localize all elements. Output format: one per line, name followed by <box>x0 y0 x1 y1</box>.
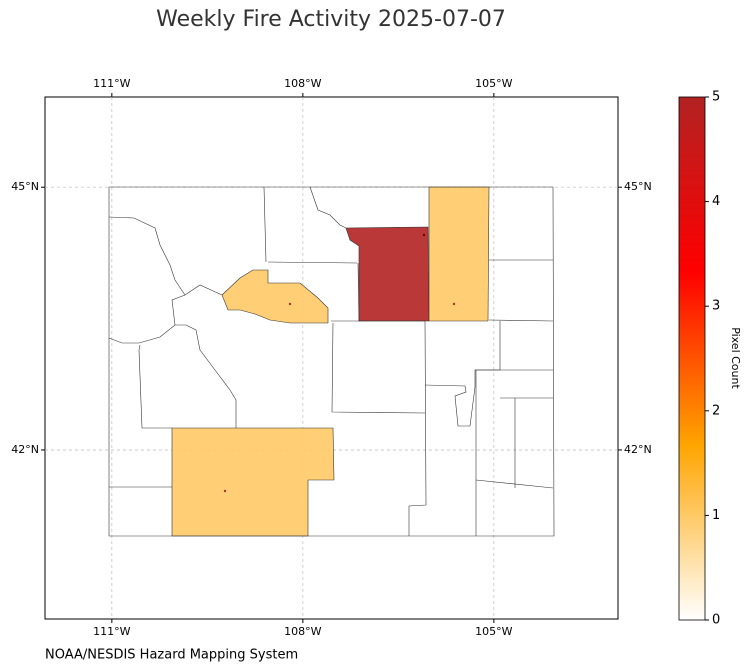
colorbar-tick-label: 3 <box>712 299 720 314</box>
chart-title: Weekly Fire Activity 2025-07-07 <box>156 7 506 32</box>
county-line <box>408 320 427 536</box>
x-tick-label: 105°W <box>475 77 512 90</box>
colorbar <box>678 96 706 621</box>
y-tick-label: 45°N <box>11 180 39 193</box>
colorbar-tick-label: 5 <box>712 90 720 105</box>
fire-points <box>223 233 456 493</box>
state-outline <box>108 186 555 537</box>
x-tick-label: 108°W <box>284 625 321 638</box>
county-line <box>488 319 554 322</box>
county-line <box>331 322 426 414</box>
colorbar-tick-label: 0 <box>712 613 720 628</box>
source-note: NOAA/NESDIS Hazard Mapping System <box>45 648 298 663</box>
fire-counties <box>171 186 490 537</box>
colorbar-label: Pixel Count <box>729 327 742 389</box>
y-tick-label: 42°N <box>11 443 39 456</box>
county-line <box>357 262 360 322</box>
x-tick-label: 111°W <box>93 77 130 90</box>
x-tick-label: 105°W <box>475 625 512 638</box>
county-line <box>108 324 237 428</box>
x-tick-label: 108°W <box>284 77 321 90</box>
county-line <box>475 479 554 489</box>
fire-point <box>223 489 227 493</box>
county-lines <box>108 186 555 537</box>
colorbar-tick-label: 4 <box>712 194 720 209</box>
fire-point <box>452 302 456 306</box>
grid <box>45 97 618 619</box>
y-tick-label: 45°N <box>624 180 652 193</box>
y-tick-label: 42°N <box>624 443 652 456</box>
county-line <box>138 344 172 429</box>
x-tick-label: 111°W <box>93 625 130 638</box>
county-line <box>309 186 347 229</box>
fire-point <box>422 233 426 237</box>
county-line <box>424 321 501 427</box>
map-frame <box>44 96 619 620</box>
county-line <box>263 186 267 263</box>
county-line <box>267 261 358 264</box>
county-line <box>171 294 186 326</box>
county-line <box>108 216 223 296</box>
county-fill <box>428 186 490 322</box>
colorbar-tick-label: 1 <box>712 508 720 523</box>
fire-point <box>288 302 292 306</box>
colorbar-tick-label: 2 <box>712 403 720 418</box>
county-fill <box>171 427 335 537</box>
county-fill <box>221 269 329 324</box>
